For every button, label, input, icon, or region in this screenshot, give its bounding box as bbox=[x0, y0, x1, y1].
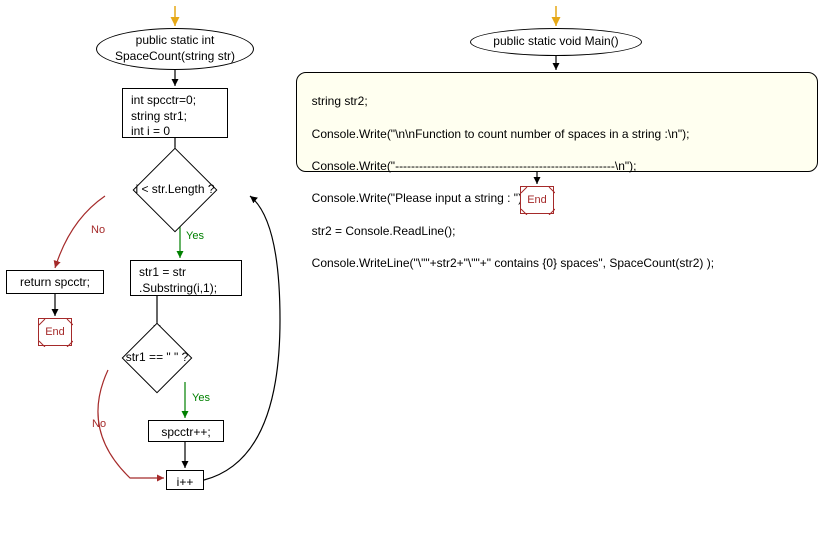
main-body-line-1: Console.Write("\n\nFunction to count num… bbox=[312, 127, 690, 141]
end-right: End bbox=[520, 186, 554, 214]
main-body-line-3: Console.Write("Please input a string : "… bbox=[312, 191, 526, 205]
spacecount-signature: public static int SpaceCount(string str) bbox=[96, 28, 254, 70]
main-body: string str2; Console.Write("\n\nFunction… bbox=[296, 72, 818, 172]
main-signature: public static void Main() bbox=[470, 28, 642, 56]
init-block: int spcctr=0; string str1; int i = 0 bbox=[122, 88, 228, 138]
spacecount-signature-text: public static int SpaceCount(string str) bbox=[115, 33, 235, 64]
main-body-line-2: Console.Write("-------------------------… bbox=[312, 159, 637, 173]
inc-spcctr-block: spcctr++; bbox=[148, 420, 224, 442]
substring-block: str1 = str .Substring(i,1); bbox=[130, 260, 242, 296]
inc-i-block: i++ bbox=[166, 470, 204, 490]
inc-spcctr-text: spcctr++; bbox=[161, 425, 210, 439]
cond1-yes-label: Yes bbox=[186, 230, 204, 242]
cond-space-diamond bbox=[122, 323, 193, 394]
cond2-yes-label: Yes bbox=[192, 392, 210, 404]
return-block-text: return spcctr; bbox=[20, 275, 90, 289]
cond1-no-label: No bbox=[91, 224, 105, 236]
cond-length-diamond bbox=[133, 148, 218, 233]
inc-i-text: i++ bbox=[177, 475, 194, 489]
main-signature-text: public static void Main() bbox=[493, 34, 618, 50]
main-body-line-0: string str2; bbox=[312, 94, 368, 108]
return-block: return spcctr; bbox=[6, 270, 104, 294]
end-left: End bbox=[38, 318, 72, 346]
main-body-line-4: str2 = Console.ReadLine(); bbox=[312, 224, 456, 238]
substring-block-text: str1 = str .Substring(i,1); bbox=[139, 265, 217, 295]
main-body-line-5: Console.WriteLine("\""+str2+"\""+" conta… bbox=[312, 256, 714, 270]
init-block-text: int spcctr=0; string str1; int i = 0 bbox=[131, 93, 196, 138]
cond2-no-label: No bbox=[92, 418, 106, 430]
